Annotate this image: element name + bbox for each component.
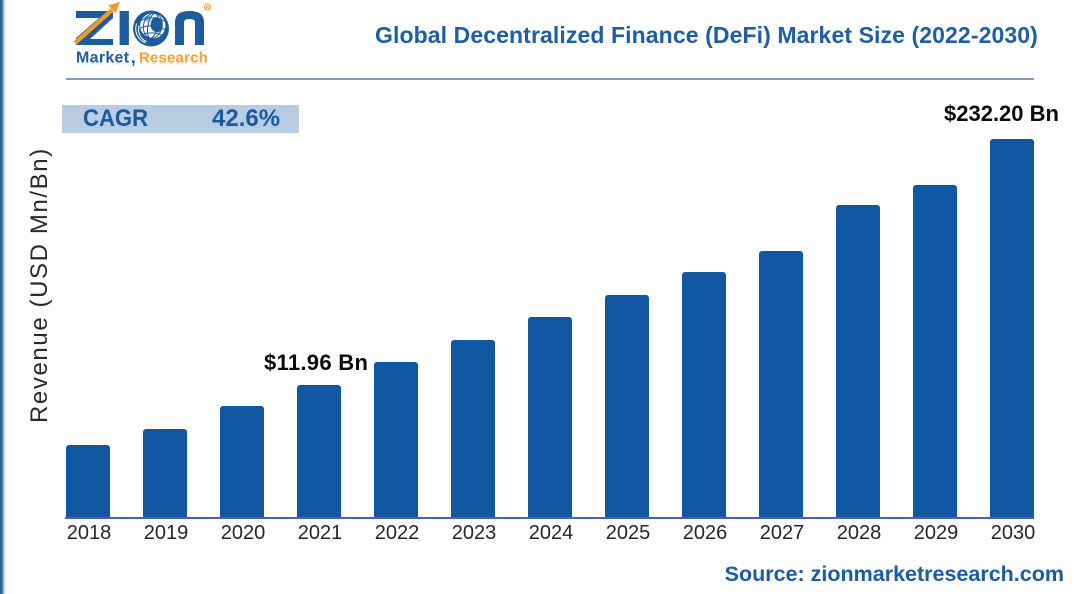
svg-text:Market: Market [76,49,130,66]
svg-text:R: R [206,5,210,10]
svg-text:Research: Research [139,51,208,68]
svg-text:Market: Market [76,51,130,68]
svg-text:,: , [131,47,136,67]
svg-text:Research: Research [139,49,208,66]
